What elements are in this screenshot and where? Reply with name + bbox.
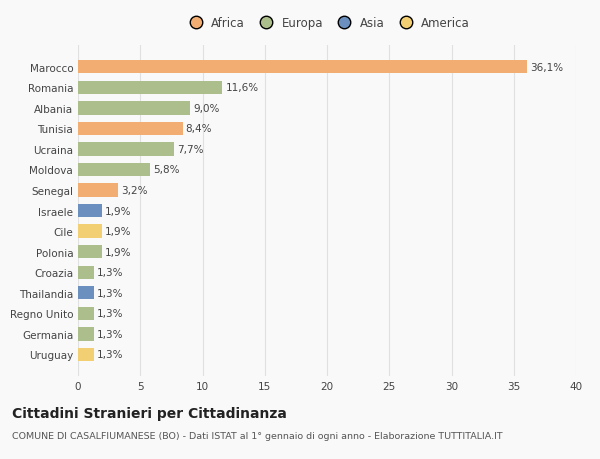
Text: 1,3%: 1,3% [97, 329, 124, 339]
Bar [78, 61, 527, 74]
Text: 1,3%: 1,3% [97, 309, 124, 319]
Text: 8,4%: 8,4% [185, 124, 212, 134]
Text: 5,8%: 5,8% [154, 165, 180, 175]
Text: 1,9%: 1,9% [105, 206, 131, 216]
Text: COMUNE DI CASALFIUMANESE (BO) - Dati ISTAT al 1° gennaio di ogni anno - Elaboraz: COMUNE DI CASALFIUMANESE (BO) - Dati IST… [12, 431, 503, 441]
Bar [78, 307, 94, 320]
Text: 9,0%: 9,0% [193, 104, 220, 113]
Text: 36,1%: 36,1% [530, 62, 563, 73]
Bar [78, 246, 101, 259]
Text: Cittadini Stranieri per Cittadinanza: Cittadini Stranieri per Cittadinanza [12, 406, 287, 420]
Bar [78, 102, 190, 115]
Bar [78, 184, 118, 197]
Text: 1,3%: 1,3% [97, 350, 124, 360]
Bar [78, 163, 150, 177]
Text: 1,3%: 1,3% [97, 288, 124, 298]
Bar [78, 286, 94, 300]
Bar [78, 204, 101, 218]
Bar [78, 123, 182, 136]
Text: 3,2%: 3,2% [121, 185, 148, 196]
Legend: Africa, Europa, Asia, America: Africa, Europa, Asia, America [179, 12, 475, 34]
Bar [78, 348, 94, 361]
Bar [78, 81, 223, 95]
Bar [78, 328, 94, 341]
Bar [78, 225, 101, 238]
Text: 1,9%: 1,9% [105, 227, 131, 237]
Text: 1,3%: 1,3% [97, 268, 124, 278]
Bar [78, 266, 94, 280]
Bar [78, 143, 174, 156]
Text: 1,9%: 1,9% [105, 247, 131, 257]
Text: 7,7%: 7,7% [177, 145, 203, 155]
Text: 11,6%: 11,6% [226, 83, 259, 93]
